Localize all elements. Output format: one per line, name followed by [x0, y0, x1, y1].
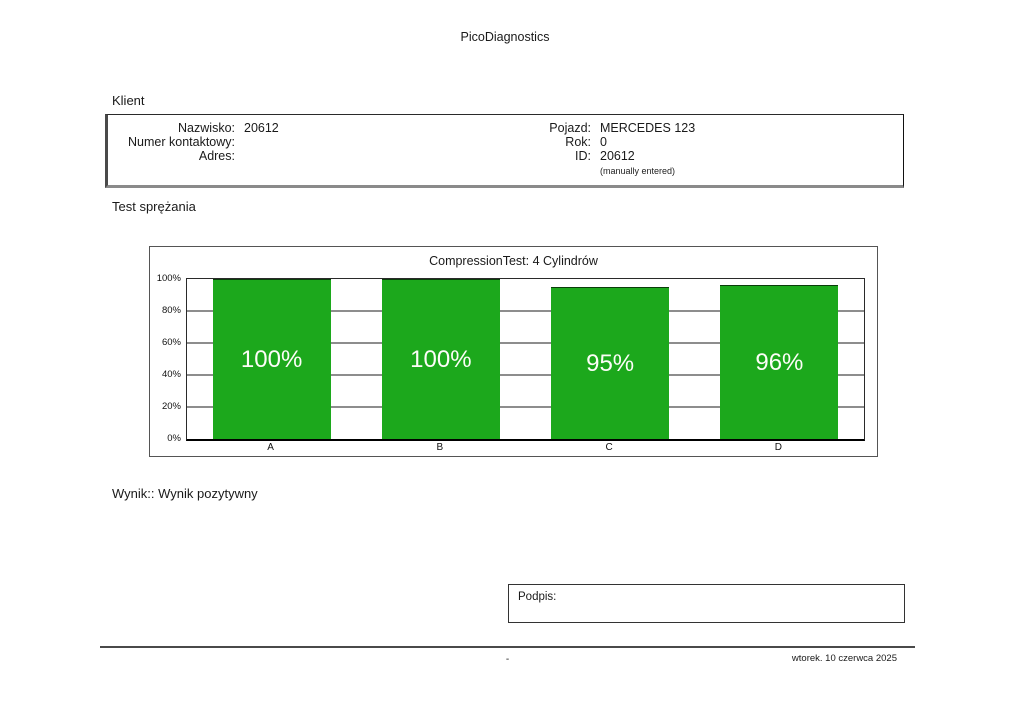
x-tick-label-B: B: [436, 442, 444, 453]
x-tick-label-C: C: [605, 442, 613, 453]
field-value-id: 20612: [600, 149, 635, 163]
client-field-row: Numer kontaktowy:: [113, 135, 279, 149]
bar-D: 96%: [720, 285, 839, 439]
bar-C: 95%: [551, 287, 670, 439]
field-label-rok: Rok:: [565, 135, 591, 149]
client-fields-left: Nazwisko: 20612 Numer kontaktowy: Adres:: [113, 121, 279, 163]
footer-page-mark: -: [505, 654, 510, 665]
field-label-adres: Adres:: [198, 149, 235, 163]
test-section-label: Test sprężania: [112, 199, 196, 214]
footer-divider: [100, 646, 915, 648]
field-value-pojazd: MERCEDES 123: [600, 121, 696, 135]
client-info-box: Nazwisko: 20612 Numer kontaktowy: Adres:…: [105, 114, 904, 188]
client-field-row: Adres:: [113, 149, 279, 163]
field-value-nazwisko: 20612: [244, 121, 279, 135]
signature-box: Podpis:: [508, 584, 905, 623]
y-tick-label: 40%: [161, 369, 181, 380]
gridline: [187, 406, 864, 408]
y-tick-label: 20%: [161, 401, 181, 412]
client-fields-right: Pojazd: MERCEDES 123 Rok: 0 ID: 20612 (m…: [481, 121, 695, 178]
footer-date: wtorek. 10 czerwca 2025: [791, 653, 897, 664]
y-tick-label: 80%: [161, 305, 181, 316]
chart-plot-area: 100% 100% 95% 96%: [186, 278, 865, 441]
bar-B: 100%: [381, 279, 500, 439]
gridline: [187, 342, 864, 344]
y-tick-label: 60%: [161, 337, 181, 348]
x-tick-label-A: A: [267, 442, 274, 453]
client-field-row: ID: 20612: [481, 149, 695, 163]
signature-label: Podpis:: [518, 591, 557, 603]
y-tick-label: 100%: [156, 273, 181, 284]
chart-title: CompressionTest: 4 Cylindrów: [429, 254, 598, 268]
app-title: PicoDiagnostics: [460, 30, 550, 44]
client-field-row: Nazwisko: 20612: [113, 121, 279, 135]
client-field-row: Pojazd: MERCEDES 123: [481, 121, 695, 135]
manually-entered-note: (manually entered): [600, 166, 676, 176]
client-field-row: Rok: 0: [481, 135, 695, 149]
field-value-rok: 0: [600, 135, 607, 149]
y-tick-label: 0%: [167, 433, 181, 444]
field-label-nazwisko: Nazwisko:: [178, 121, 235, 135]
x-tick-label-D: D: [774, 442, 782, 453]
gridline: [187, 374, 864, 376]
client-section-label: Klient: [112, 93, 145, 108]
bar-A: 100%: [212, 279, 331, 439]
chart-bars: 100% 100% 95% 96%: [187, 279, 864, 439]
gridline: [187, 310, 864, 312]
result-text: Wynik:: Wynik pozytywny: [112, 486, 258, 501]
field-label-pojazd: Pojazd:: [549, 121, 591, 135]
field-label-numer-kontaktowy: Numer kontaktowy:: [128, 135, 235, 149]
compression-test-chart: CompressionTest: 4 Cylindrów 100% 100% 95%…: [149, 246, 878, 457]
field-label-id: ID:: [575, 149, 591, 163]
